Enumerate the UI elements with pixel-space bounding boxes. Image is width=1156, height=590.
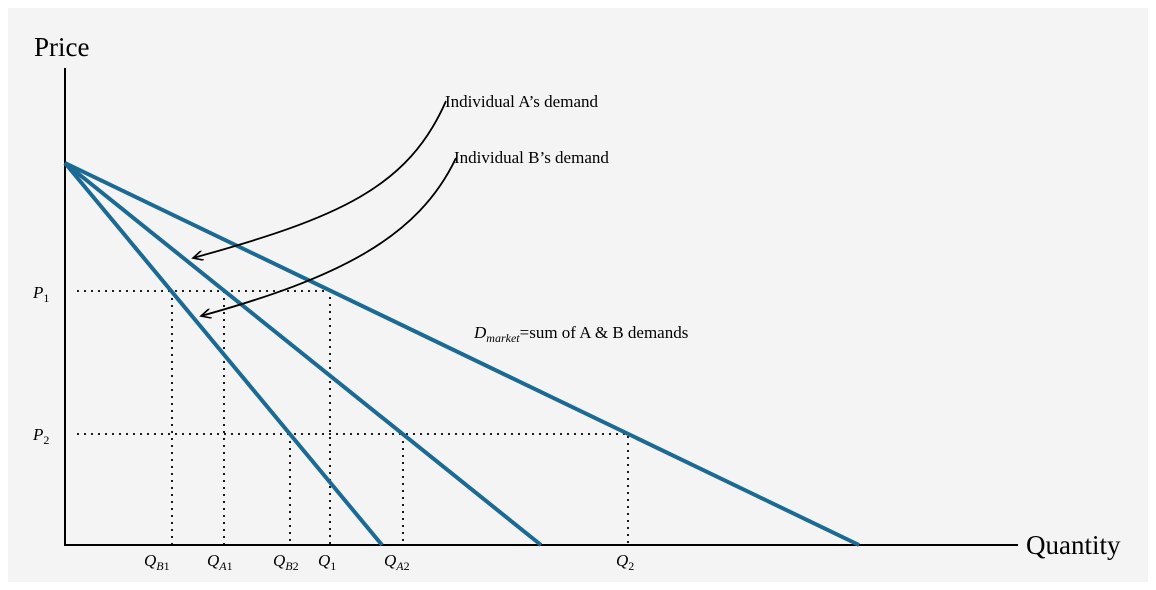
demand-b-label: Individual B’s demand — [454, 148, 609, 167]
quantity-label-qa2: QA2 — [384, 551, 410, 573]
diagram-canvas: Price Quantity Individual A’s demand Ind… — [8, 8, 1148, 582]
demand-b-line — [63, 161, 384, 547]
quantity-label-qb2: QB2 — [273, 551, 299, 573]
p2-guide — [77, 433, 629, 545]
quantity-label-qb1: QB1 — [144, 551, 170, 573]
price-label-p2: P2 — [32, 425, 49, 447]
market-demand-text: =sum of A & B demands — [520, 323, 689, 342]
market-demand-symbol: D — [473, 323, 487, 342]
quantity-label-qa1: QA1 — [207, 551, 233, 573]
quantity-axis-title: Quantity — [1026, 530, 1121, 560]
demand-a-callout-arrow — [193, 100, 447, 258]
demand-a-line — [63, 161, 543, 547]
demand-a-label: Individual A’s demand — [445, 92, 598, 111]
market-demand-diagram: Price Quantity Individual A’s demand Ind… — [32, 32, 1121, 573]
price-axis-title: Price — [34, 32, 89, 62]
price-label-p1: P1 — [32, 283, 49, 305]
quantity-label-q1: Q1 — [318, 551, 336, 573]
market-demand-label: Dmarket=sum of A & B demands — [473, 323, 688, 345]
quantity-label-q2: Q2 — [616, 551, 634, 573]
market-demand-subscript: market — [486, 331, 520, 345]
market-demand-line — [64, 161, 860, 547]
demand-b-callout-arrow — [201, 157, 457, 316]
